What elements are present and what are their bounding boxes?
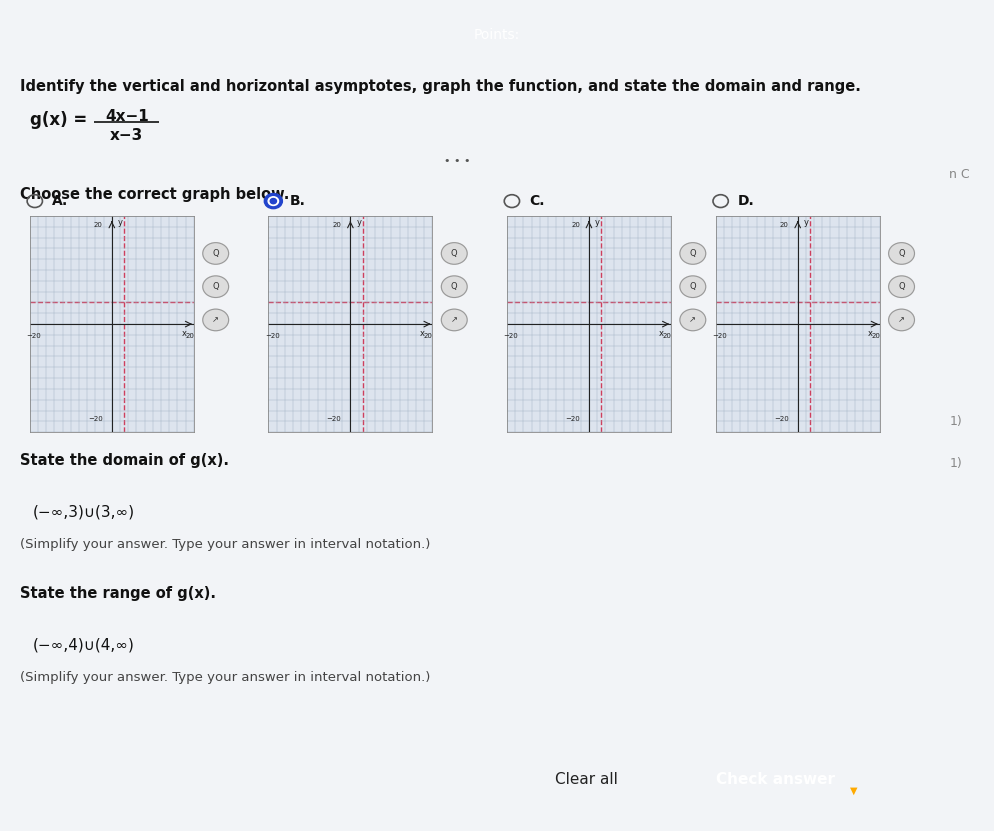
Text: y: y	[357, 218, 362, 227]
Text: ↗: ↗	[450, 316, 458, 324]
Text: Q: Q	[899, 249, 905, 258]
Text: B.: B.	[290, 194, 306, 208]
Text: 20: 20	[871, 332, 880, 338]
Text: State the domain of g(x).: State the domain of g(x).	[20, 453, 229, 468]
Text: (Simplify your answer. Type your answer in interval notation.): (Simplify your answer. Type your answer …	[20, 538, 430, 552]
Text: x: x	[420, 329, 425, 338]
Text: x−3: x−3	[110, 128, 143, 143]
Text: 20: 20	[332, 222, 341, 228]
Text: −20: −20	[88, 416, 102, 422]
Text: ↗: ↗	[689, 316, 697, 324]
Text: A.: A.	[52, 194, 68, 208]
Text: x: x	[182, 329, 187, 338]
Text: State the range of g(x).: State the range of g(x).	[20, 586, 216, 601]
Text: 20: 20	[571, 222, 580, 228]
Text: Q: Q	[213, 249, 219, 258]
Text: ↗: ↗	[898, 316, 906, 324]
Text: (−∞,3)∪(3,∞): (−∞,3)∪(3,∞)	[33, 504, 135, 519]
Text: −20: −20	[774, 416, 788, 422]
Text: Choose the correct graph below.: Choose the correct graph below.	[20, 187, 289, 202]
Text: 20: 20	[185, 332, 194, 338]
Text: g(x) =: g(x) =	[30, 111, 87, 130]
Text: y: y	[595, 218, 600, 227]
Text: Points:: Points:	[474, 28, 520, 42]
Text: Check answer: Check answer	[716, 771, 835, 787]
Text: Clear all: Clear all	[555, 771, 618, 787]
Text: (−∞,4)∪(4,∞): (−∞,4)∪(4,∞)	[33, 637, 135, 652]
Text: D.: D.	[738, 194, 754, 208]
Text: 20: 20	[779, 222, 788, 228]
Text: n C: n C	[949, 168, 970, 181]
Text: C.: C.	[529, 194, 545, 208]
Text: • • •: • • •	[444, 156, 470, 166]
Text: −20: −20	[713, 332, 728, 338]
Text: Q: Q	[213, 283, 219, 291]
Text: y: y	[118, 218, 123, 227]
Text: (Simplify your answer. Type your answer in interval notation.): (Simplify your answer. Type your answer …	[20, 671, 430, 685]
Text: −20: −20	[265, 332, 280, 338]
Text: 20: 20	[662, 332, 671, 338]
Text: ↗: ↗	[212, 316, 220, 324]
Text: 4x−1: 4x−1	[104, 109, 149, 124]
Text: −20: −20	[566, 416, 580, 422]
Text: Q: Q	[690, 249, 696, 258]
Text: −20: −20	[504, 332, 519, 338]
Text: Q: Q	[899, 283, 905, 291]
Text: −20: −20	[27, 332, 42, 338]
Text: Q: Q	[451, 283, 457, 291]
Text: 20: 20	[93, 222, 102, 228]
Text: ▼: ▼	[850, 786, 858, 796]
Text: Identify the vertical and horizontal asymptotes, graph the function, and state t: Identify the vertical and horizontal asy…	[20, 79, 861, 94]
Text: Q: Q	[451, 249, 457, 258]
Text: 1): 1)	[949, 416, 962, 429]
Text: 20: 20	[423, 332, 432, 338]
Text: Q: Q	[690, 283, 696, 291]
Text: −20: −20	[327, 416, 341, 422]
Text: x: x	[868, 329, 873, 338]
Text: 1): 1)	[949, 457, 962, 470]
Text: x: x	[659, 329, 664, 338]
Text: y: y	[804, 218, 809, 227]
